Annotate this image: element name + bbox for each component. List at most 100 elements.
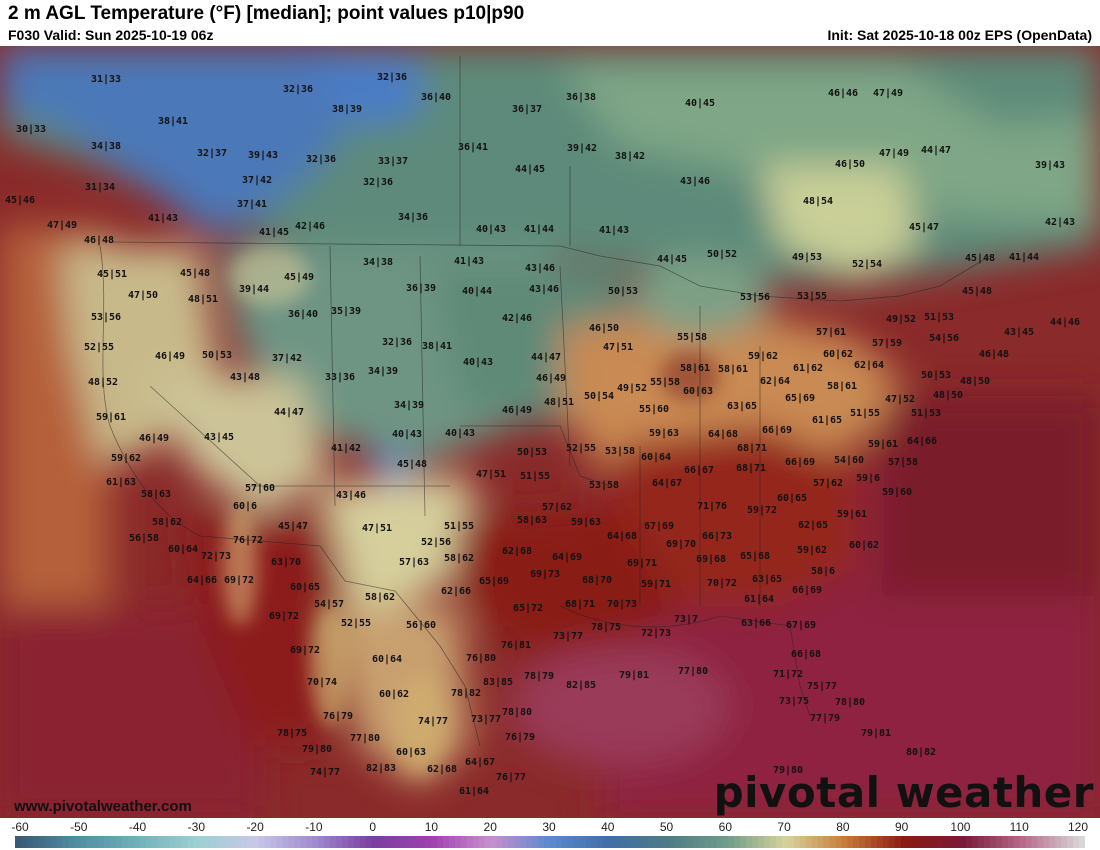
colorbar-segment (371, 836, 379, 848)
point-value-label: 47|49 (47, 220, 77, 231)
point-value-label: 66|68 (791, 649, 821, 660)
colorbar-segment (567, 836, 575, 848)
colorbar-tick-label: -50 (70, 820, 88, 834)
point-value-label: 38|41 (422, 341, 452, 352)
point-value-label: 63|66 (741, 618, 771, 629)
point-value-label: 47|49 (879, 148, 909, 159)
point-value-label: 30|33 (16, 124, 46, 135)
point-value-label: 59|62 (748, 351, 778, 362)
point-value-label: 51|53 (924, 312, 954, 323)
colorbar-segment (330, 836, 337, 848)
point-value-label: 37|41 (237, 199, 267, 210)
point-value-label: 59|61 (868, 439, 898, 450)
colorbar-segment (734, 836, 741, 848)
colorbar-segment (1025, 836, 1033, 848)
colorbar-segment (1037, 836, 1044, 848)
colorbar-segment (401, 836, 408, 848)
point-value-label: 76|79 (323, 711, 353, 722)
boundaries (99, 56, 991, 747)
point-value-label: 54|57 (314, 599, 344, 610)
colorbar-segment (56, 836, 64, 848)
point-value-label: 44|46 (1050, 317, 1080, 328)
colorbar-segment (865, 836, 872, 848)
colorbar-segment (443, 836, 450, 848)
colorbar-segment (169, 836, 177, 848)
colorbar-segment (199, 836, 206, 848)
point-value-label: 50|53 (517, 447, 547, 458)
colorbar-tick-label: 30 (542, 820, 556, 834)
point-value-label: 60|62 (379, 689, 409, 700)
point-value-label: 73|77 (553, 631, 583, 642)
point-value-label: 43|46 (680, 176, 710, 187)
colorbar-segment (133, 836, 141, 848)
point-value-label: 58|62 (444, 553, 474, 564)
point-value-label: 36|41 (458, 142, 488, 153)
colorbar-segment (983, 836, 991, 848)
point-value-label: 76|80 (466, 653, 496, 664)
point-value-label: 52|56 (421, 537, 451, 548)
colorbar-segment (466, 836, 474, 848)
colorbar-segment (264, 836, 272, 848)
point-value-label: 59|60 (882, 487, 912, 498)
point-value-label: 38|41 (158, 116, 188, 127)
point-value-label: 60|65 (290, 582, 320, 593)
point-value-label: 58|62 (152, 517, 182, 528)
point-value-label: 69|72 (269, 611, 299, 622)
point-value-label: 61|62 (793, 363, 823, 374)
colorbar-tick-label: 20 (483, 820, 497, 834)
point-value-label: 54|56 (929, 333, 959, 344)
colorbar-segment (799, 836, 807, 848)
point-value-label: 32|37 (197, 148, 227, 159)
point-value-label: 41|43 (148, 213, 178, 224)
point-value-label: 45|48 (962, 286, 992, 297)
point-value-label: 51|53 (911, 408, 941, 419)
point-value-label: 34|38 (91, 141, 121, 152)
point-value-label: 58|62 (365, 592, 395, 603)
point-value-label: 57|62 (542, 502, 572, 513)
point-value-label: 60|63 (683, 386, 713, 397)
point-value-label: 62|66 (441, 586, 471, 597)
point-value-label: 41|44 (1009, 252, 1039, 263)
valid-time: F030 Valid: Sun 2025-10-19 06z (8, 27, 214, 43)
point-value-label: 71|76 (697, 501, 727, 512)
colorbar-segment (912, 836, 920, 848)
colorbar-segment (876, 836, 884, 848)
point-value-label: 70|73 (607, 599, 637, 610)
colorbar-segment (603, 836, 611, 848)
colorbar-tick-label: 10 (424, 820, 439, 834)
point-value-label: 32|36 (377, 72, 407, 83)
point-value-label: 62|68 (427, 764, 457, 775)
colorbar-segment (561, 836, 569, 848)
colorbar-segment (1013, 836, 1021, 848)
colorbar-segment (781, 836, 789, 848)
colorbar-segment (520, 836, 527, 848)
point-value-label: 56|60 (406, 620, 436, 631)
point-value-label: 67|69 (644, 521, 674, 532)
colorbar-segment (276, 836, 284, 848)
point-value-label: 71|72 (773, 669, 803, 680)
colorbar-segment (942, 836, 949, 848)
point-value-label: 43|45 (204, 432, 234, 443)
colorbar-segment (692, 836, 700, 848)
point-value-label: 68|71 (737, 443, 767, 454)
point-value-label: 83|85 (483, 677, 513, 688)
point-value-label: 70|74 (307, 677, 337, 688)
point-value-label: 44|47 (531, 352, 561, 363)
point-value-label: 79|80 (302, 744, 332, 755)
point-value-label: 44|45 (515, 164, 545, 175)
colorbar-segment (324, 836, 331, 848)
point-value-label: 58|61 (680, 363, 710, 374)
point-value-label: 59|61 (837, 509, 867, 520)
point-value-label: 46|49 (139, 433, 169, 444)
colorbar-segment (722, 836, 729, 848)
point-value-label: 50|53 (921, 370, 951, 381)
colorbar-segment (859, 836, 866, 848)
point-value-label: 40|43 (392, 429, 422, 440)
point-value-label: 49|52 (617, 383, 647, 394)
colorbar-segment (347, 836, 355, 848)
point-value-label: 46|49 (155, 351, 185, 362)
colorbar-segment (217, 836, 224, 848)
colorbar-segment (609, 836, 616, 848)
colorbar-segment (413, 836, 420, 848)
point-value-label: 60|62 (849, 540, 879, 551)
